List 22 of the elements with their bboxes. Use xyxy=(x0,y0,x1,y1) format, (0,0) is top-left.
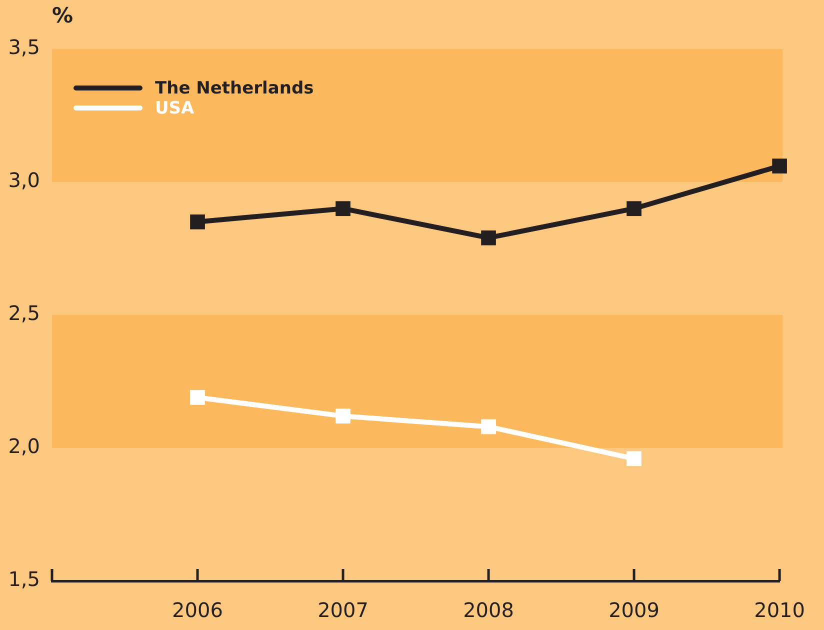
y-axis-title: % xyxy=(52,3,74,28)
legend-label: USA xyxy=(155,98,196,118)
point xyxy=(336,201,350,216)
point xyxy=(190,390,205,405)
point xyxy=(481,419,496,434)
x-tick-label: 2007 xyxy=(318,598,368,622)
point xyxy=(336,408,350,424)
legend-label: The Netherlands xyxy=(155,78,314,98)
point xyxy=(772,158,787,174)
x-tick-label: 2008 xyxy=(463,598,514,622)
y-tick-label: 2,5 xyxy=(8,301,40,326)
x-tick-label: 2006 xyxy=(172,598,223,622)
y-tick-label: 3,5 xyxy=(8,35,40,60)
y-tick-label: 1,5 xyxy=(8,567,40,592)
point xyxy=(626,201,642,216)
y-tick-label: 2,0 xyxy=(8,434,40,458)
y-tick-label: 3,0 xyxy=(8,168,40,192)
point xyxy=(190,214,205,230)
x-tick-label: 2010 xyxy=(754,598,806,622)
point xyxy=(626,451,642,466)
x-tick-label: 2009 xyxy=(608,598,660,622)
point xyxy=(481,230,496,246)
